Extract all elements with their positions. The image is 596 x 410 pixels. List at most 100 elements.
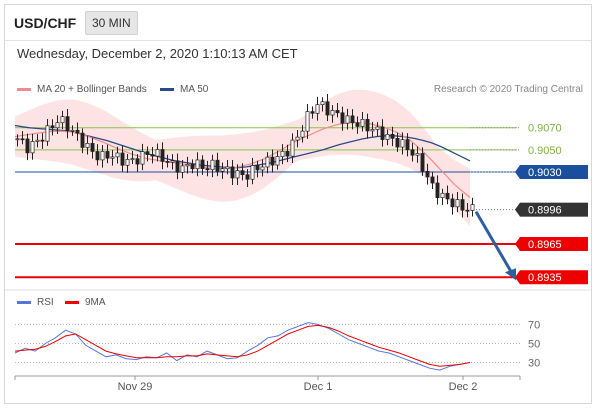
timeframe-button[interactable]: 30 MIN <box>85 11 138 35</box>
candle-body <box>365 118 370 132</box>
rsi-series-9MA <box>14 324 471 367</box>
candle-body <box>55 122 60 129</box>
candle-body <box>175 160 180 173</box>
candle-body <box>145 151 150 155</box>
candle-body <box>405 139 410 151</box>
candle-body <box>420 153 425 172</box>
candle-body <box>415 153 420 156</box>
candle-body <box>395 138 400 148</box>
candle-body <box>310 111 315 114</box>
candle-body <box>400 139 405 148</box>
candle-body <box>35 139 40 142</box>
ma20-legend: MA 20 + Bollinger Bands <box>17 84 147 95</box>
candle-body <box>285 150 290 157</box>
candle-body <box>100 151 105 161</box>
x-tick-label: Nov 29 <box>118 381 153 393</box>
candle-body <box>425 170 430 178</box>
candle-body <box>95 151 100 161</box>
candle-body <box>455 199 460 208</box>
candle-body <box>30 141 35 154</box>
candle-body <box>210 159 215 171</box>
candle-body <box>275 156 280 166</box>
chart-frame: USD/CHF 30 MIN Wednesday, December 2, 20… <box>4 4 592 404</box>
candle-body <box>250 165 255 180</box>
bollinger-band <box>15 89 470 226</box>
candle-body <box>255 165 260 171</box>
level-label-0.9030: 0.9030 <box>528 167 562 179</box>
candle-body <box>375 126 380 130</box>
candle-body <box>345 115 350 124</box>
candle-body <box>260 166 265 171</box>
level-tag-0.8935 <box>520 270 588 285</box>
candle-body <box>360 118 365 127</box>
level-label-0.9050: 0.9050 <box>528 145 562 157</box>
rsi-series-RSI <box>14 322 471 371</box>
candle-body <box>245 174 250 180</box>
candle-body <box>85 143 90 148</box>
candle-body <box>105 151 110 159</box>
candle-body <box>385 134 390 140</box>
candle-body <box>200 159 205 169</box>
level-tag-pointer-0.8996 <box>515 202 520 217</box>
rsi-tick-70: 70 <box>528 320 540 332</box>
candle-body <box>430 176 435 184</box>
candle-body <box>325 101 330 116</box>
candle-body <box>130 158 135 161</box>
forecast-arrow-shaft <box>474 210 514 275</box>
candle-body <box>45 125 50 142</box>
candle-body <box>190 164 195 170</box>
candle-body <box>80 132 85 148</box>
level-label-0.8935: 0.8935 <box>528 272 562 284</box>
level-label-0.8996: 0.8996 <box>528 205 562 217</box>
candle-body <box>215 159 220 172</box>
candle-body <box>90 143 95 152</box>
level-label-0.8965: 0.8965 <box>528 239 562 251</box>
level-label-0.9070: 0.9070 <box>528 123 562 135</box>
candle-body <box>235 170 240 179</box>
candle-body <box>240 170 245 176</box>
candle-body <box>300 130 305 138</box>
ma9-swatch <box>65 301 79 304</box>
ma9-legend-label: 9MA <box>85 297 106 308</box>
candle-body <box>75 129 80 134</box>
level-tag-0.8965 <box>520 237 588 252</box>
candle-body <box>135 158 140 165</box>
candle-body <box>435 182 440 199</box>
candle-body <box>110 156 115 159</box>
candle-body <box>450 198 455 208</box>
candle-body <box>340 112 345 124</box>
candle-body <box>160 149 165 162</box>
candle-body <box>125 159 130 166</box>
level-tag-pointer-0.8935 <box>515 270 520 285</box>
candle-body <box>295 136 300 141</box>
candle-body <box>60 116 65 124</box>
datetime-label: Wednesday, December 2, 2020 1:10:13 AM C… <box>17 46 298 61</box>
credit-label: Research © 2020 Trading Central <box>433 84 583 95</box>
symbol-title: USD/CHF <box>14 15 77 31</box>
candle-body <box>70 129 75 132</box>
ma50-swatch <box>160 88 174 91</box>
candle-body <box>335 110 340 114</box>
candle-body <box>350 115 355 124</box>
candle-body <box>465 209 470 212</box>
candle-body <box>445 192 450 200</box>
level-tag-0.8996 <box>520 202 588 217</box>
ma50-legend-label: MA 50 <box>180 84 209 95</box>
candle-body <box>265 156 270 168</box>
candle-body <box>155 149 160 157</box>
candle-body <box>230 166 235 179</box>
candle-body <box>140 151 145 165</box>
candle-body <box>460 199 465 211</box>
forecast-arrow-head <box>505 268 516 281</box>
candle-body <box>25 138 30 154</box>
candle-body <box>220 168 225 172</box>
candle-body <box>470 204 475 211</box>
ma9-legend: 9MA <box>65 297 106 308</box>
x-tick-label: Dec 1 <box>304 381 333 393</box>
candle-body <box>440 192 445 199</box>
candle-body <box>355 122 360 127</box>
ma20-swatch <box>17 88 31 91</box>
rsi-tick-30: 30 <box>528 358 540 370</box>
candle-body <box>380 126 385 140</box>
candle-body <box>315 104 320 114</box>
